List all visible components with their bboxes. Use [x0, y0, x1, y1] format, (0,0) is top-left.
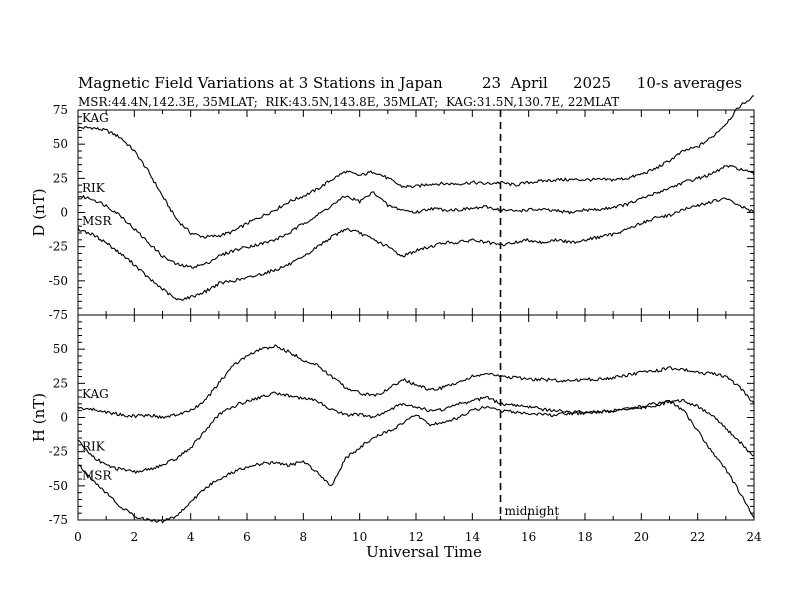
x-tick-label: 22: [690, 530, 705, 544]
chart-averaging: 10-s averages: [637, 74, 742, 92]
midnight-label: midnight: [505, 504, 560, 518]
x-tick-label: 20: [634, 530, 649, 544]
x-tick-label: 0: [74, 530, 82, 544]
x-tick-label: 18: [577, 530, 592, 544]
x-tick-label: 8: [300, 530, 308, 544]
series-label-msr: MSR: [82, 214, 113, 228]
stations-info: MSR:44.4N,142.3E, 35MLAT; RIK:43.5N,143.…: [78, 95, 619, 109]
y-tick-label: -25: [49, 445, 68, 459]
series-label-rik: RIK: [82, 440, 106, 454]
y-tick-label: -75: [49, 513, 68, 527]
series-label-rik: RIK: [82, 181, 106, 195]
chart-date: 23 April: [482, 74, 548, 92]
x-tick-label: 16: [521, 530, 536, 544]
series-line-rik: [77, 391, 755, 474]
panels-group: 75 50 25 0 -25 -50 -75 D (nT) KAG RIK MSR 50 25 0 -25 -…: [30, 95, 762, 544]
y-tick-label: -50: [49, 274, 68, 288]
series-line-msr: [77, 399, 755, 524]
y-tick-label: 25: [53, 376, 68, 390]
y-tick-label: 50: [53, 342, 68, 356]
series-line-msr: [77, 197, 755, 301]
series-label-msr: MSR: [82, 468, 113, 482]
panel-frame: [77, 314, 755, 521]
x-tick-label: 14: [465, 530, 481, 544]
x-tick-label: 4: [187, 530, 195, 544]
series-line-kag: [77, 344, 755, 419]
x-tick-label: 6: [243, 530, 251, 544]
x-axis-label: Universal Time: [366, 543, 482, 561]
y-tick-label: 0: [60, 206, 68, 220]
y-tick-label: -50: [49, 479, 68, 493]
x-tick-label: 12: [408, 530, 423, 544]
y-tick-label: 50: [53, 137, 68, 151]
y-axis-label: H (nT): [30, 393, 48, 442]
series-label-kag: KAG: [82, 387, 109, 401]
x-tick-label: 2: [131, 530, 139, 544]
chart-title: Magnetic Field Variations at 3 Stations …: [78, 74, 443, 92]
x-tick-label: 24: [746, 530, 762, 544]
x-tick-label: 10: [352, 530, 367, 544]
y-tick-label: -25: [49, 240, 68, 254]
series-line-kag: [77, 95, 754, 239]
chart-year: 2025: [573, 74, 611, 92]
series-line-rik: [77, 164, 755, 269]
y-tick-label: 75: [53, 103, 68, 117]
y-tick-label: 0: [60, 411, 68, 425]
y-tick-label: -75: [49, 308, 68, 322]
y-tick-label: 25: [53, 171, 68, 185]
y-axis-label: D (nT): [30, 188, 48, 236]
series-label-kag: KAG: [82, 111, 109, 125]
